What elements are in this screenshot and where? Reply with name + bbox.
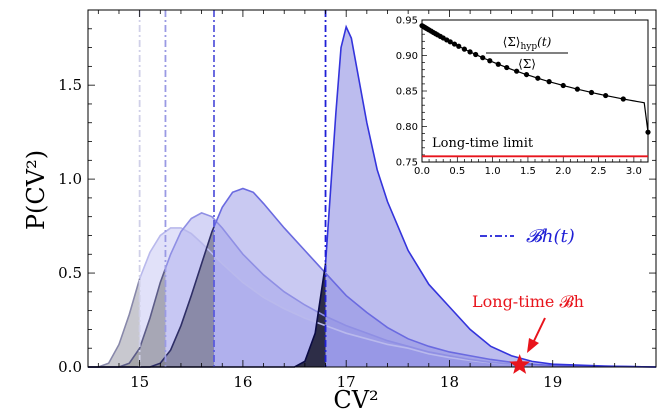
y-tick-label: 1.5 (58, 76, 82, 94)
legend-label: 𝓑h(t) (526, 226, 575, 247)
inset: 0.0 0.5 1.0 1.5 2.0 2.5 3.0 0.75 0.80 0.85 0.90 0.9… (396, 16, 651, 178)
y-tick-label: 0.5 (58, 264, 82, 282)
inset-y-tick-label: 0.90 (396, 51, 418, 62)
inset-title-numerator: ⟨Σ⟩hyp(t) (503, 35, 552, 52)
inset-data-point (504, 64, 510, 71)
long-time-label: Long-time 𝓑h (472, 292, 584, 311)
density-curve-2 (164, 212, 657, 368)
inset-limit-label: Long-time limit (432, 136, 534, 151)
inset-data-point (560, 82, 566, 89)
density-tail-curve-3 (88, 226, 215, 368)
long-time-marker-star (509, 354, 531, 374)
density-curve-3 (213, 187, 657, 368)
inset-data-point (603, 92, 609, 99)
x-tick-label: 16 (233, 373, 252, 391)
inset-data-point (645, 129, 651, 135)
annotation-arrow-shaft (532, 317, 546, 344)
inset-data-point (514, 68, 520, 74)
inset-data-point (451, 41, 458, 47)
inset-data-point (546, 79, 552, 85)
inset-x-tick-label: 0.0 (414, 166, 430, 177)
density-area-4 (88, 26, 656, 367)
inset-y-tick-label: 0.95 (396, 16, 418, 27)
long-time-annotation: Long-time 𝓑h (472, 292, 584, 353)
threshold-legend: 𝓑h(t) (480, 226, 575, 247)
y-tick-label: 1.0 (58, 170, 82, 188)
x-tick-label: 17 (337, 373, 356, 391)
inset-data-point (588, 89, 595, 96)
density-curve-4 (324, 24, 657, 368)
inset-data-point (480, 55, 486, 61)
inset-frame (421, 19, 649, 163)
inset-data-point (456, 43, 462, 49)
x-axis-label: CV² (333, 386, 378, 414)
inset-axis-ticks: 0.0 0.5 1.0 1.5 2.0 2.5 3.0 0.75 0.80 0.85 0.90 0.9… (396, 16, 642, 178)
inset-x-tick-label: 2.0 (555, 166, 571, 177)
main-axis-ticks: 15 16 17 18 19 0.0 0.5 1.0 1.5 (58, 10, 657, 391)
density-area-3 (88, 188, 656, 367)
inset-data-point (461, 46, 467, 52)
inset-title: ⟨Σ⟩hyp(t) ⟨Σ⟩ (486, 35, 568, 71)
inset-x-tick-label: 3.0 (626, 166, 642, 177)
threshold-shade-2 (88, 268, 166, 367)
x-tick-label: 15 (130, 373, 149, 391)
inset-data-point (447, 39, 453, 45)
inset-data-point (473, 51, 479, 58)
y-axis-label: P(CV²) (22, 150, 50, 230)
inset-data-point (467, 49, 473, 55)
inset-data-points (419, 23, 651, 135)
x-tick-label: 19 (543, 373, 562, 391)
threshold-shade-3 (88, 226, 214, 367)
inset-y-tick-label: 0.75 (396, 158, 418, 169)
x-tick-label: 18 (440, 373, 459, 391)
inset-data-point (535, 75, 541, 81)
main-plot-frame (87, 9, 657, 368)
inset-data-point (620, 96, 626, 102)
inset-x-tick-label: 1.5 (520, 166, 536, 177)
density-curves (88, 24, 657, 368)
inset-data-point (574, 86, 580, 92)
threshold-shading (88, 226, 326, 367)
threshold-shade-1 (88, 278, 140, 367)
annotation-arrowhead (527, 338, 539, 353)
density-areas (88, 26, 656, 367)
inset-x-tick-label: 1.0 (485, 166, 501, 177)
inset-title-denominator: ⟨Σ⟩ (518, 57, 536, 71)
inset-y-tick-label: 0.85 (396, 87, 418, 98)
y-tick-label: 0.0 (58, 358, 82, 376)
inset-data-point (487, 58, 493, 64)
inset-x-tick-label: 2.5 (591, 166, 607, 177)
inset-title-num-sub: hyp (521, 42, 538, 52)
inset-x-tick-label: 0.5 (449, 166, 465, 177)
inset-data-point (523, 71, 530, 78)
inset-title-num-symbol: ⟨Σ⟩ (503, 35, 521, 49)
inset-title-num-arg: (t) (537, 35, 552, 49)
inset-y-tick-label: 0.80 (396, 122, 418, 133)
inset-data-point (495, 61, 501, 67)
